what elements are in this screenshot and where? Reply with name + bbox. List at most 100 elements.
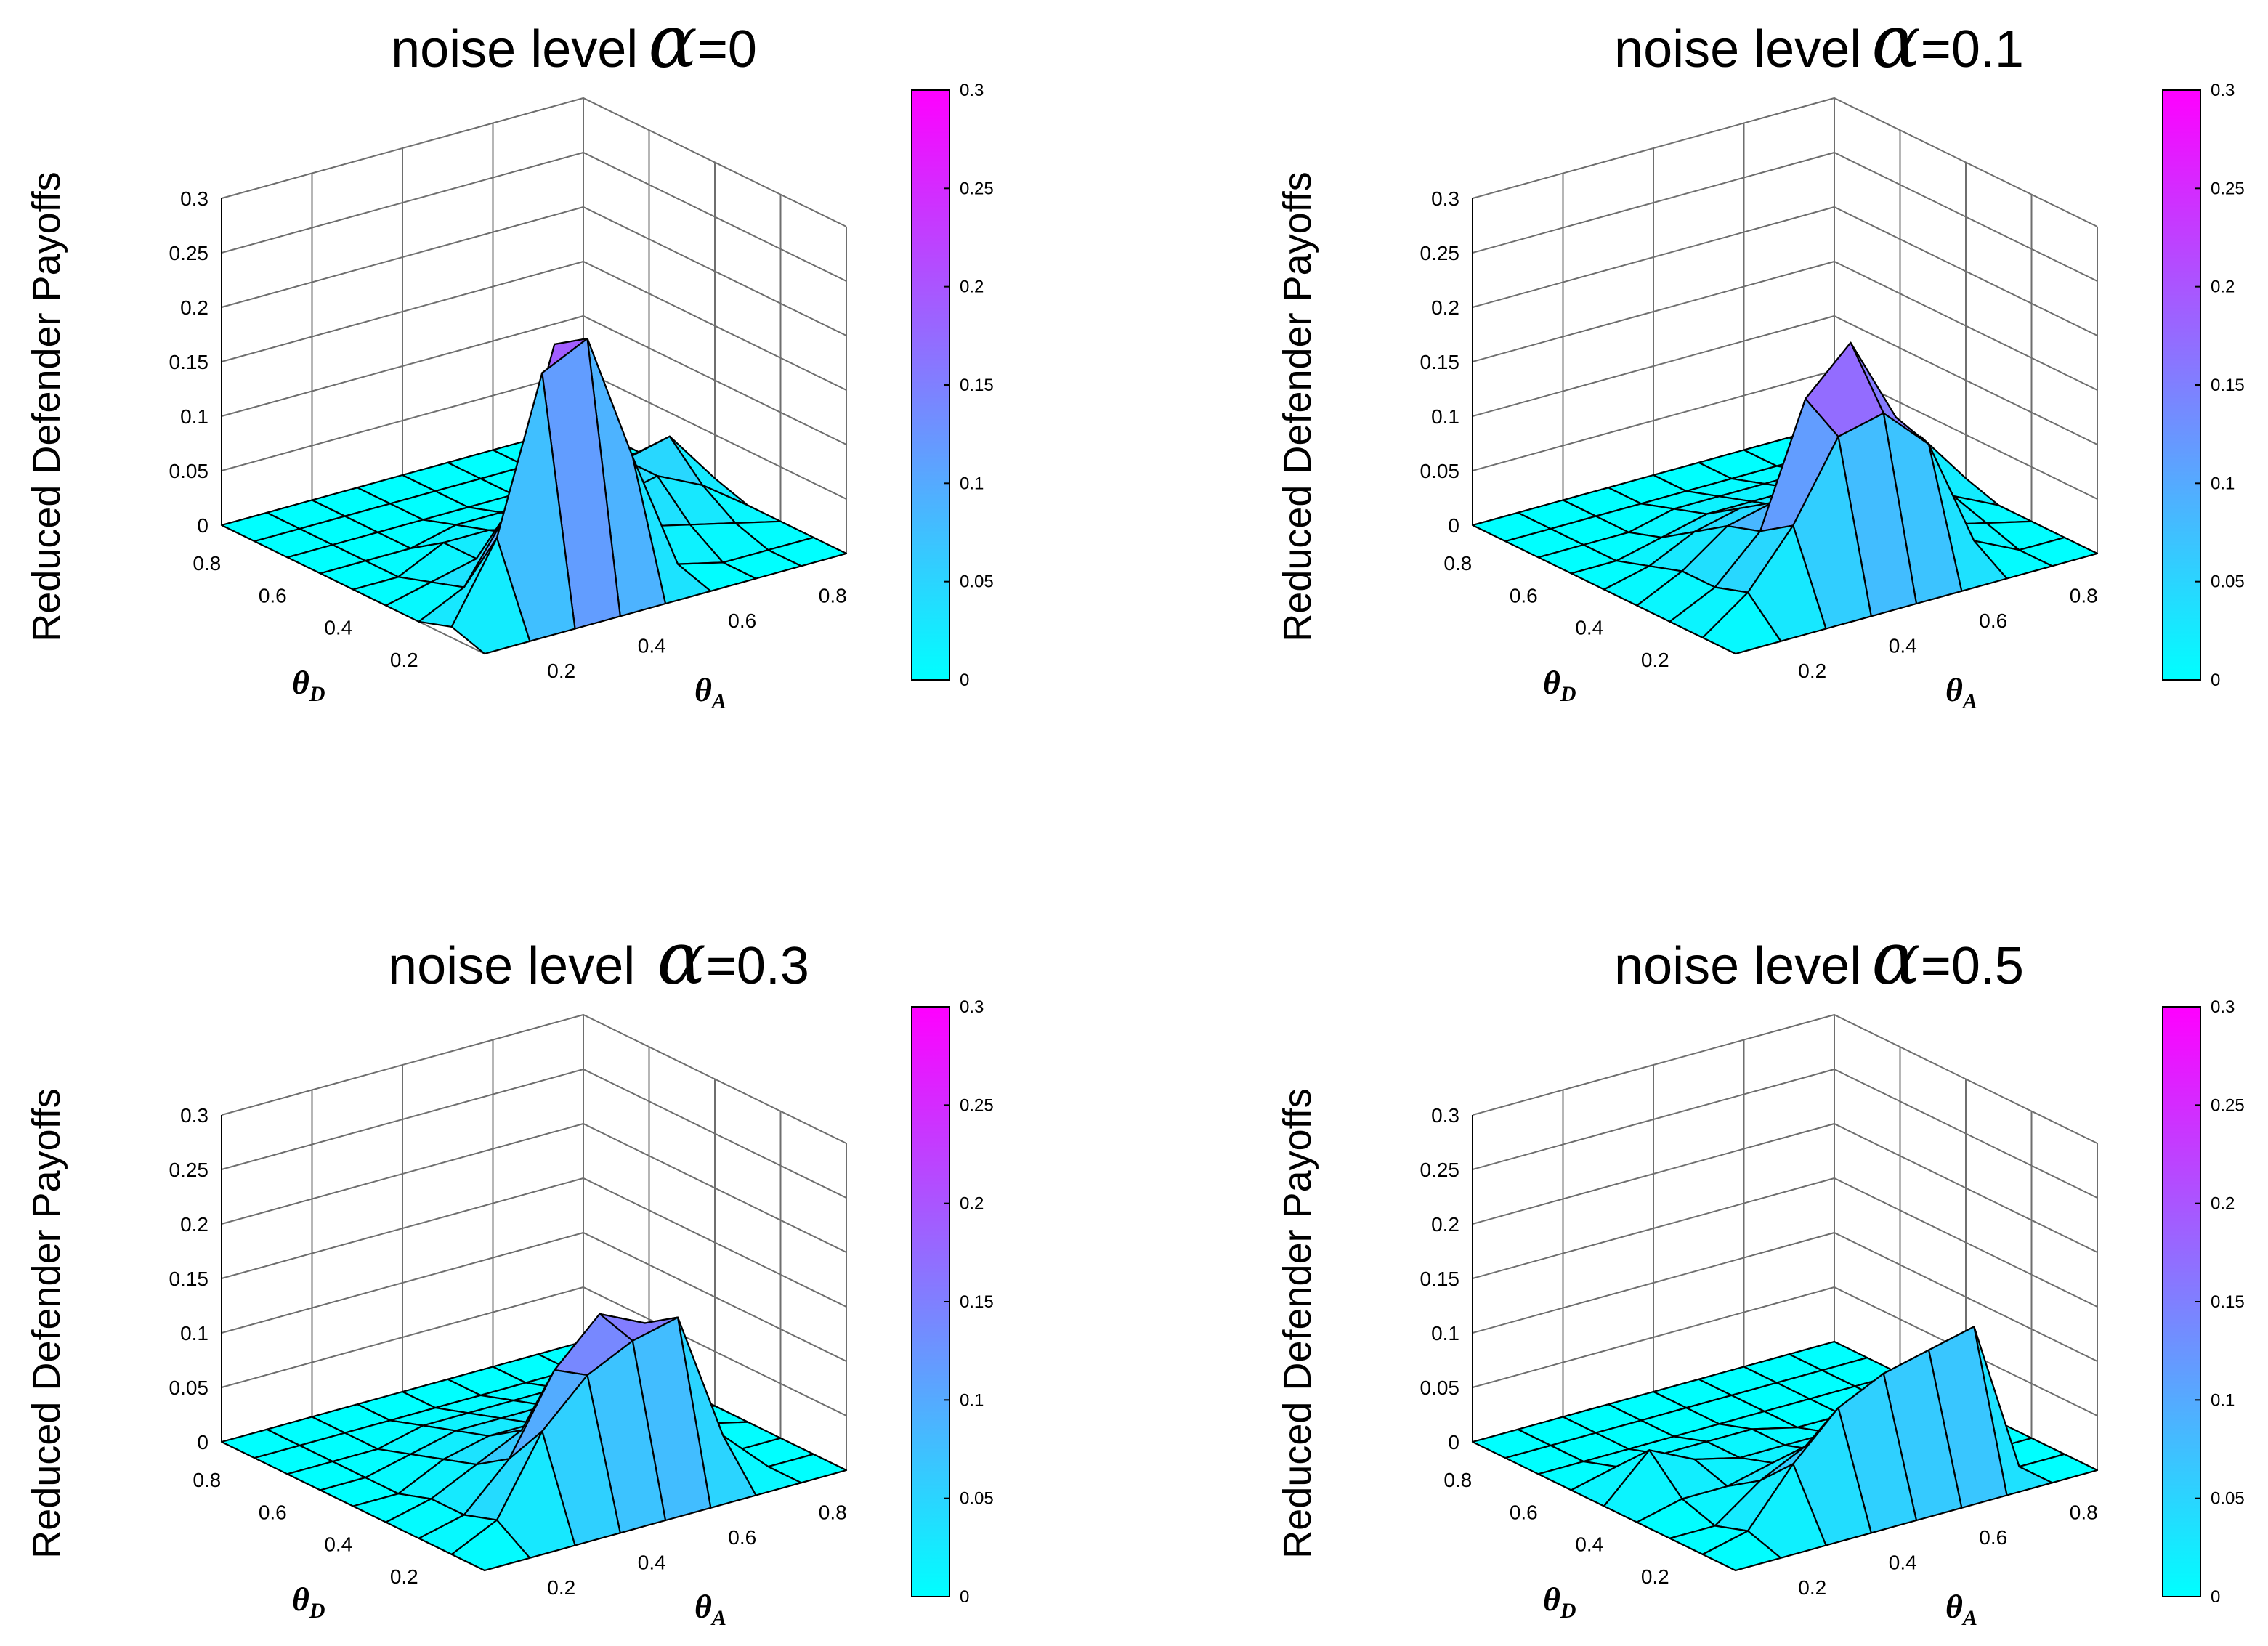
colorbar-tick-label: 0.25 (2211, 179, 2245, 198)
x-axis-label: θD (1543, 664, 1576, 706)
y-tick-label: 0.2 (1798, 660, 1826, 682)
y-tick-label: 0.2 (547, 660, 575, 682)
z-tick-label: 0 (1448, 1431, 1459, 1454)
colorbar-tick-label: 0.05 (2211, 1489, 2245, 1509)
y-axis-label: θA (1945, 671, 1977, 713)
z-tick-label: 0.1 (1431, 405, 1459, 428)
colorbar: 0 0.05 0.1 0.15 0.2 0.25 0.3 (911, 81, 994, 690)
surface-patch (450, 1519, 531, 1572)
colorbar-tick-label: 0.3 (2211, 81, 2235, 100)
colorbar-gradient (2162, 89, 2201, 681)
z-tick-label: 0.15 (169, 351, 209, 373)
colorbar-tick-label: 0 (960, 670, 969, 690)
panel-title: noise level α=0 (391, 0, 757, 84)
y-tick-label: 0.4 (1889, 634, 1917, 657)
z-axis-label: Reduced Defender Payoffs (25, 171, 68, 641)
x-tick-label: 0.8 (1443, 552, 1472, 575)
x-axis-label: θD (292, 1581, 325, 1623)
z-tick-label: 0.1 (180, 1322, 208, 1345)
x-tick-label: 0.2 (1641, 649, 1669, 671)
z-tick-label: 0.2 (1431, 1213, 1459, 1236)
colorbar: 0 0.05 0.1 0.15 0.2 0.25 0.3 (2162, 997, 2245, 1607)
x-tick-label: 0.2 (390, 649, 418, 671)
panel-title: noise level α=0.3 (388, 916, 809, 1001)
z-tick-label: 0.3 (1431, 1104, 1459, 1127)
z-tick-label: 0.05 (169, 1377, 209, 1399)
surface (220, 338, 848, 655)
surface (220, 1313, 848, 1572)
z-tick-label: 0.25 (169, 1159, 209, 1181)
y-tick-label: 0.8 (819, 584, 847, 607)
z-tick-label: 0.15 (169, 1268, 209, 1290)
z-tick-label: 0.2 (1431, 296, 1459, 319)
y-tick-label: 0.6 (728, 609, 756, 632)
surface-plot: 0 0.05 0.1 0.15 0.2 0.25 0.3 0.2 0.4 0.6 0.8 0.2 0.4… (1420, 97, 2099, 682)
y-tick-label: 0.4 (638, 1551, 666, 1573)
colorbar-tick-label: 0 (960, 1587, 969, 1607)
x-tick-label: 0.4 (324, 617, 352, 639)
panel-alpha-0.3: noise level α=0.3 Reduced Defender Payoff… (25, 916, 994, 1630)
z-tick-label: 0.2 (180, 296, 208, 319)
colorbar-tick-label: 0.05 (960, 1489, 994, 1509)
panel-alpha-0.5: noise level α=0.5 Reduced Defender Payoff… (1276, 916, 2245, 1630)
y-tick-label: 0.4 (638, 634, 666, 657)
z-axis-label: Reduced Defender Payoffs (25, 1088, 68, 1558)
z-axis-label: Reduced Defender Payoffs (1276, 1088, 1319, 1558)
surface (1471, 1326, 2099, 1572)
y-axis-label: θA (694, 1588, 726, 1630)
colorbar-tick-label: 0.05 (960, 572, 994, 592)
y-tick-label: 0.8 (2070, 1501, 2098, 1523)
z-axis-label: Reduced Defender Payoffs (1276, 171, 1319, 641)
z-tick-label: 0.1 (1431, 1322, 1459, 1345)
colorbar-tick-label: 0.2 (2211, 1194, 2235, 1214)
colorbar-tick-label: 0.2 (960, 277, 984, 297)
z-tick-label: 0.3 (180, 187, 208, 210)
z-tick-label: 0 (1448, 514, 1459, 537)
colorbar-tick-label: 0.2 (960, 1194, 984, 1214)
colorbar-tick-label: 0.25 (2211, 1095, 2245, 1115)
colorbar-tick-label: 0.15 (960, 1292, 994, 1312)
colorbar-tick-label: 0.1 (2211, 1390, 2235, 1410)
x-tick-label: 0.8 (1443, 1469, 1472, 1491)
z-tick-label: 0.3 (180, 1104, 208, 1127)
colorbar-tick-label: 0.15 (2211, 376, 2245, 395)
z-tick-label: 0.05 (1420, 460, 1460, 482)
x-tick-label: 0.4 (1575, 1533, 1603, 1556)
z-tick-label: 0.05 (1420, 1377, 1460, 1399)
colorbar-tick-label: 0.2 (2211, 277, 2235, 297)
surface-patch (450, 537, 531, 655)
y-tick-label: 0.4 (1889, 1551, 1917, 1573)
z-tick-label: 0.25 (169, 242, 209, 264)
surface-plot: 0 0.05 0.1 0.15 0.2 0.25 0.3 0.2 0.4 0.6 0.8 0.2 0.4… (1420, 1013, 2099, 1599)
colorbar-tick-label: 0.3 (960, 997, 984, 1017)
z-tick-label: 0 (197, 1431, 208, 1454)
colorbar: 0 0.05 0.1 0.15 0.2 0.25 0.3 (2162, 81, 2245, 690)
colorbar-tick-label: 0.25 (960, 1095, 994, 1115)
y-axis-label: θA (694, 671, 726, 713)
colorbar-tick-label: 0.15 (2211, 1292, 2245, 1312)
z-tick-label: 0.05 (169, 460, 209, 482)
colorbar-tick-label: 0.1 (960, 474, 984, 493)
y-tick-label: 0.6 (1979, 609, 2007, 632)
colorbar-tick-label: 0.3 (2211, 997, 2235, 1017)
x-tick-label: 0.2 (1641, 1565, 1669, 1588)
z-tick-label: 0 (197, 514, 208, 537)
colorbar-tick-label: 0.05 (2211, 572, 2245, 592)
x-tick-label: 0.6 (1510, 1501, 1538, 1523)
x-tick-label: 0.2 (390, 1565, 418, 1588)
x-tick-label: 0.6 (1510, 584, 1538, 607)
z-tick-label: 0.25 (1420, 242, 1460, 264)
colorbar-tick-label: 0.1 (2211, 474, 2235, 493)
colorbar-tick-label: 0.1 (960, 1390, 984, 1410)
y-tick-label: 0.2 (1798, 1576, 1826, 1599)
z-tick-label: 0.2 (180, 1213, 208, 1236)
colorbar-tick-label: 0.3 (960, 81, 984, 100)
y-tick-label: 0.2 (547, 1576, 575, 1599)
surface-patch (1701, 1530, 1782, 1572)
surface-plot: 0 0.05 0.1 0.15 0.2 0.25 0.3 0.2 0.4 0.6 0.8 0.2 0.4… (169, 97, 848, 682)
y-tick-label: 0.8 (2070, 584, 2098, 607)
x-tick-label: 0.4 (1575, 617, 1603, 639)
z-tick-label: 0.15 (1420, 1268, 1460, 1290)
z-tick-label: 0.25 (1420, 1159, 1460, 1181)
